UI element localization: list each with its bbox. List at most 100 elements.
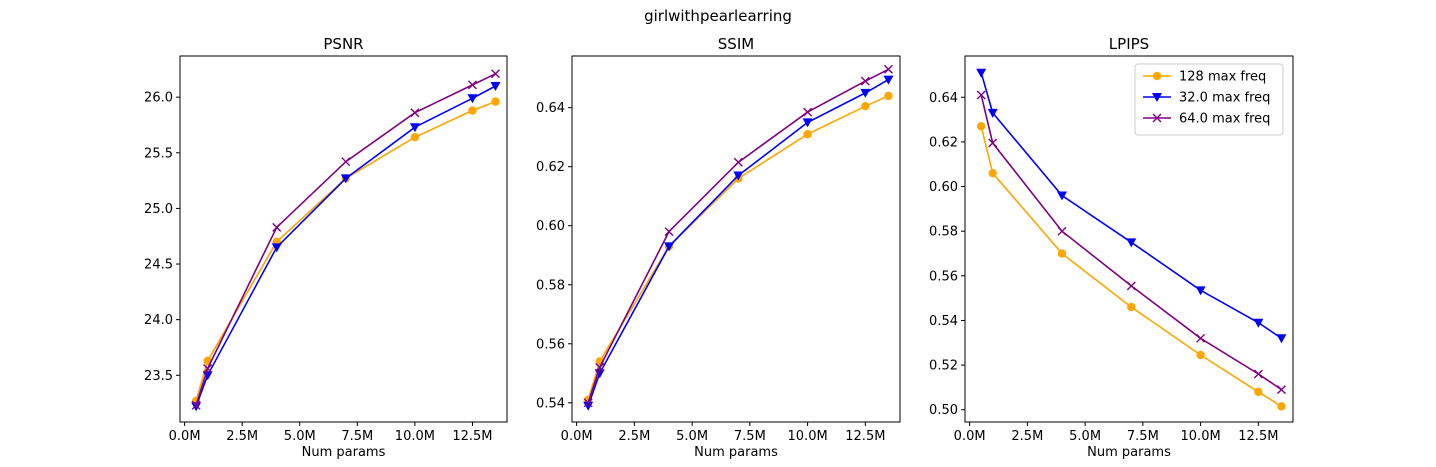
y-tick-label: 0.54 — [929, 314, 958, 329]
series-0 — [976, 122, 1286, 411]
data-point — [202, 371, 213, 381]
y-tick-label: 24.5 — [144, 258, 173, 273]
data-point — [883, 64, 893, 74]
data-point — [341, 157, 351, 167]
y-tick-label: 23.5 — [144, 369, 173, 384]
data-point — [583, 398, 593, 408]
legend-marker — [1152, 93, 1162, 102]
data-point — [860, 76, 870, 86]
x-tick-label: 10.0M — [395, 429, 435, 444]
data-point — [988, 138, 998, 148]
series-2 — [583, 64, 893, 408]
series-1 — [976, 68, 1287, 344]
x-tick-label: 5.0M — [1069, 429, 1101, 444]
data-point — [1057, 249, 1067, 258]
x-tick-label: 2.5M — [226, 429, 258, 444]
data-point — [1276, 385, 1286, 395]
data-point — [1057, 226, 1067, 236]
data-point — [191, 400, 201, 410]
chart-2: LPIPS 0.0M 2.5M 5.0M 7.5M 10.0M 12.5M 0.50 0.52 0… — [929, 35, 1294, 460]
data-point — [468, 106, 477, 115]
plot-frame — [964, 55, 1294, 423]
series-2 — [976, 90, 1286, 395]
data-point — [490, 82, 501, 92]
x-tick-label: 7.5M — [341, 429, 373, 444]
x-tick-label: 12.5M — [452, 429, 492, 444]
series-line — [587, 95, 889, 401]
plot-frame — [571, 55, 901, 423]
chart-0: PSNR 0.0M 2.5M 5.0M 7.5M 10.0M 12.5M 23.5 24.0 24… — [144, 35, 508, 460]
series-1 — [191, 82, 501, 412]
series-2 — [191, 69, 500, 410]
data-point — [884, 91, 893, 101]
data-point — [1254, 387, 1263, 397]
x-tick-label: 2.5M — [618, 429, 650, 444]
data-point — [1253, 318, 1264, 328]
data-point — [988, 168, 997, 178]
y-tick-label: 0.50 — [929, 403, 958, 418]
data-point — [467, 94, 478, 104]
data-point — [733, 171, 744, 181]
data-point — [1277, 402, 1286, 411]
data-point — [733, 157, 743, 167]
series-line — [980, 126, 1282, 408]
data-point — [664, 227, 674, 237]
x-tick-label: 2.5M — [1011, 429, 1043, 444]
data-point — [272, 222, 282, 232]
x-tick-label: 10.0M — [788, 429, 828, 444]
series-0 — [191, 97, 500, 406]
data-point — [203, 364, 213, 374]
y-tick-label: 26.0 — [144, 91, 173, 106]
data-point — [410, 108, 420, 118]
x-tick-label: 10.0M — [1181, 429, 1221, 444]
data-point — [340, 174, 351, 184]
y-tick-label: 0.52 — [929, 359, 958, 374]
y-tick-label: 0.62 — [536, 160, 565, 175]
chart-1: SSIM 0.0M 2.5M 5.0M 7.5M 10.0M 12.5M 0.54 0.56 0.… — [536, 35, 901, 460]
data-point — [976, 90, 986, 100]
y-tick-label: 0.56 — [929, 269, 958, 284]
legend-label: 64.0 max freq — [1179, 112, 1270, 127]
y-tick-label: 0.60 — [536, 219, 565, 234]
x-tick-label: 5.0M — [284, 429, 316, 444]
x-axis-label: Num params — [1087, 445, 1171, 460]
legend-label: 128 max freq — [1179, 70, 1266, 85]
chart-title: LPIPS — [1109, 35, 1149, 53]
chart-title: SSIM — [718, 35, 754, 53]
data-point — [409, 123, 420, 133]
data-point — [271, 243, 282, 253]
y-tick-label: 0.60 — [929, 180, 958, 195]
y-tick-label: 24.0 — [144, 313, 173, 328]
data-point — [976, 122, 986, 131]
y-tick-label: 25.0 — [144, 202, 173, 217]
series-1 — [583, 75, 894, 411]
x-tick-label: 7.5M — [1127, 429, 1159, 444]
data-point — [976, 68, 987, 78]
series-0 — [583, 91, 893, 405]
data-point — [860, 88, 871, 98]
data-point — [861, 101, 870, 111]
data-point — [1127, 302, 1136, 312]
y-tick-label: 25.5 — [144, 146, 173, 161]
plot-frame — [179, 55, 508, 423]
y-tick-label: 0.56 — [536, 337, 565, 352]
data-point — [191, 402, 202, 412]
data-point — [802, 118, 813, 128]
data-point — [803, 130, 812, 139]
data-point — [1057, 191, 1068, 201]
y-tick-label: 0.64 — [536, 101, 565, 116]
legend-box — [1134, 63, 1284, 136]
x-tick-label: 12.5M — [1238, 429, 1278, 444]
data-point — [467, 80, 477, 90]
chart-title: PSNR — [323, 35, 363, 53]
x-tick-label: 0.0M — [169, 429, 201, 444]
data-point — [491, 97, 500, 106]
data-point — [1196, 333, 1206, 343]
y-tick-label: 0.54 — [536, 396, 565, 411]
data-point — [803, 107, 813, 117]
y-tick-label: 0.62 — [929, 135, 958, 150]
series-line — [195, 85, 496, 407]
data-point — [410, 133, 420, 142]
x-tick-label: 5.0M — [676, 429, 708, 444]
